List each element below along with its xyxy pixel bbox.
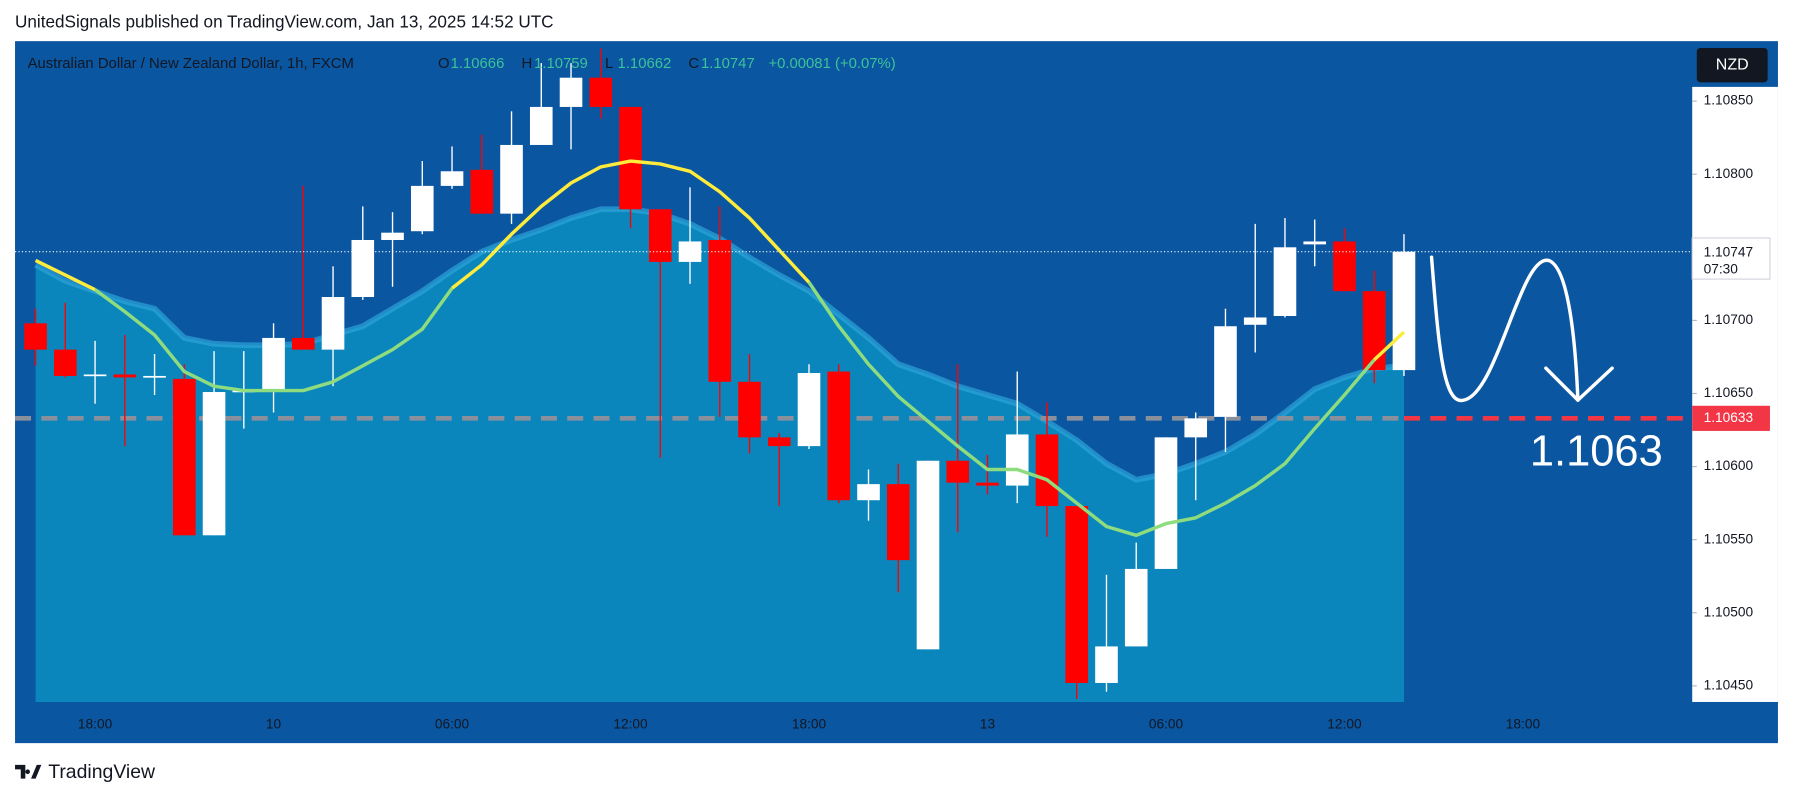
level-tag [1692,405,1770,431]
x-tick-label: 13 [980,716,996,731]
candle-body [143,375,166,378]
legend-change: +0.00081 (+0.07%) [768,56,895,72]
candle-body [470,169,494,214]
candle-body [886,484,910,561]
candle-body [1154,437,1178,569]
legend-value: 1.10662 [618,56,672,72]
y-tick-label: 1.10650 [1704,385,1754,400]
candle-body [1124,568,1148,647]
symbol-title: Australian Dollar / New Zealand Dollar, … [28,56,354,72]
candle-body [173,378,196,536]
legend-key: C [688,56,699,72]
ma-line [450,159,811,290]
header: UnitedSignals published on TradingView.c… [15,11,554,31]
candle-body [976,482,999,486]
y-tick-label: 1.10700 [1704,312,1754,327]
tradingview-logo [15,764,42,779]
candle-body [619,106,642,210]
candle-body [1273,247,1297,317]
x-tick-label: 18:00 [1506,716,1541,731]
x-tick-label: 18:00 [78,716,113,731]
currency-button[interactable] [1696,48,1768,83]
candle-body [1243,317,1267,325]
logo-mark [15,764,42,779]
price-tag-label: 1.10747 [1704,244,1754,259]
y-tick-label: 1.10450 [1704,678,1754,693]
candle-body [678,241,702,262]
candle-body [500,144,523,214]
y-tick-label: 1.10800 [1704,166,1754,181]
x-tick-label: 12:00 [1327,716,1362,731]
candle-body [291,337,315,350]
candle-body [1005,434,1029,486]
legend-key: O [438,56,450,72]
level-tag-label: 1.10633 [1704,410,1754,425]
candle-body [113,374,137,378]
candle-body [262,337,285,391]
price-tag [1691,237,1771,280]
candle-body [529,106,553,145]
candle-body [946,460,970,483]
candle-body [589,77,613,107]
legend-value: 1.10759 [534,56,588,72]
candle-body [708,239,732,382]
y-tick-label: 1.10500 [1704,604,1754,619]
price-axis [1692,86,1778,702]
candle-body [202,392,226,536]
legend-key: L [605,56,613,72]
candle-body [1214,326,1237,417]
candle-body [1095,646,1118,683]
ma-line [1373,330,1406,362]
ma-area [35,209,1404,702]
candle-body [351,239,375,298]
candle-body [1362,291,1386,371]
candle-body [738,381,761,438]
candle-body [381,232,404,240]
candle-body [648,209,672,262]
x-tick-label: 06:00 [1149,716,1184,731]
y-tick-label: 1.10600 [1704,458,1754,473]
arrow-drawing [1429,255,1614,403]
x-tick-label: 10 [266,716,282,731]
candle-body [1392,251,1416,371]
candle-body [54,349,77,376]
y-tick-label: 1.10550 [1704,531,1754,546]
candle-body [857,484,880,501]
candle-body [24,323,47,350]
candle-body [410,185,434,232]
legend-value: 1.10747 [701,56,755,72]
candle-body [1333,241,1356,292]
x-tick-label: 18:00 [792,716,827,731]
candle-body [83,374,107,377]
currency-label[interactable]: NZD [1716,56,1749,73]
candle-body [916,460,940,650]
candle-body [1303,241,1327,245]
candle-body [1035,434,1059,507]
legend-key: H [522,56,533,72]
candle-body [321,297,345,350]
x-tick-label: 12:00 [613,716,648,731]
candle-body [797,373,821,447]
candle-body [559,77,583,107]
annotation: 1.1063 [1530,427,1663,475]
y-tick-label: 1.10850 [1704,93,1754,108]
candle-body [827,371,851,501]
x-tick-label: 06:00 [435,716,470,731]
ma-line [34,258,96,292]
candle-body [1065,506,1089,683]
footer: TradingView [48,761,156,783]
candle-body [1184,418,1208,438]
legend-value: 1.10666 [451,56,505,72]
candle-body [440,171,464,186]
ma-line [94,287,454,393]
candle-body [767,437,791,447]
plot: 1.1063 [15,48,1693,702]
ma-line [807,281,1376,538]
price-countdown: 07:30 [1704,262,1739,277]
